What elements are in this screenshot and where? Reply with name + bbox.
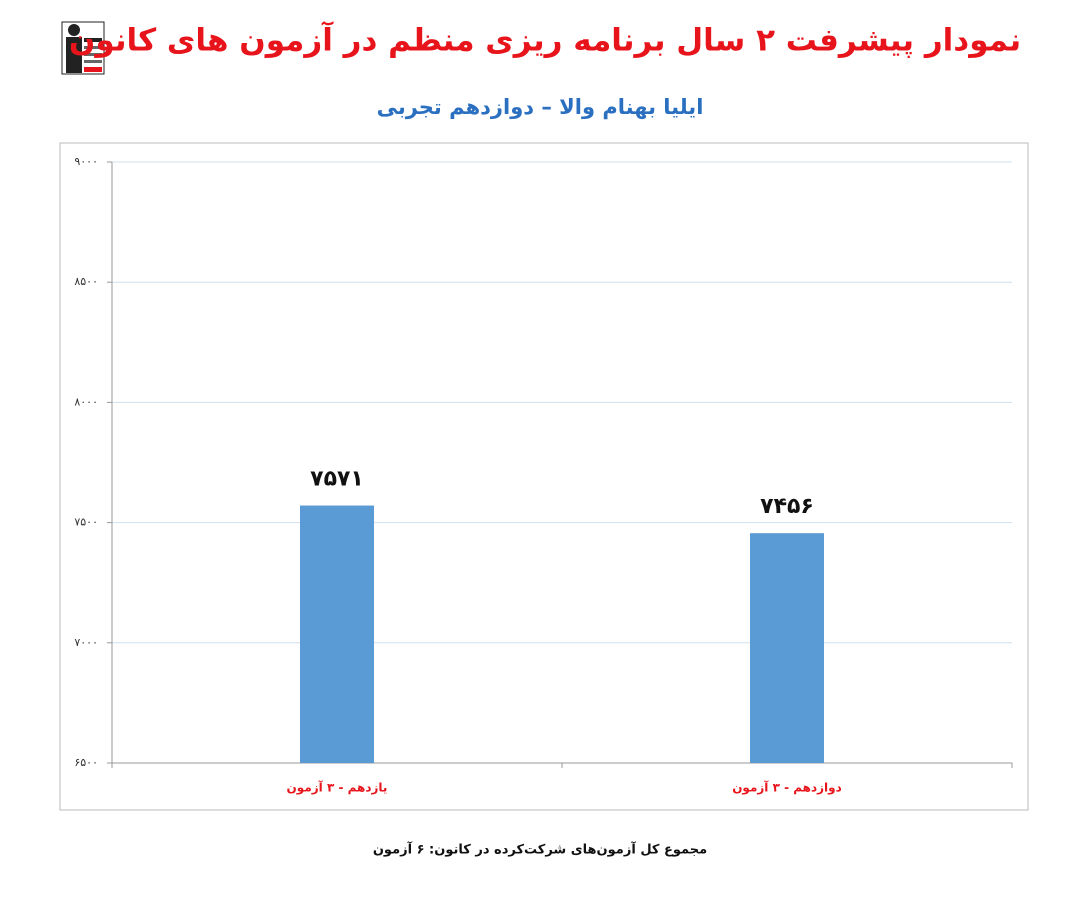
chart-title: نمودار پیشرفت ۲ سال برنامه ریزی منظم در … (69, 21, 1021, 59)
bar (300, 505, 374, 763)
y-tick-label: ۷۵۰۰ (74, 516, 98, 529)
y-tick-label: ۹۰۰۰ (74, 155, 98, 168)
bar (750, 533, 824, 763)
logo (61, 21, 105, 75)
y-tick-label: ۸۵۰۰ (74, 275, 98, 288)
chart-subtitle: ایلیا بهنام والا – دوازدهم تجربی (377, 95, 704, 119)
plot-frame (59, 142, 1029, 811)
x-tick-label: یازدهم - ۳ آزمون (287, 780, 388, 796)
value-label: ۷۵۷۱ (310, 467, 364, 492)
footnote: مجموع کل آزمون‌های شرکت‌کرده در کانون: ۶… (373, 841, 707, 858)
y-tick-label: ۸۰۰۰ (74, 395, 98, 408)
y-tick-label: ۷۰۰۰ (74, 636, 98, 649)
y-tick-label: ۶۵۰۰ (74, 756, 98, 769)
x-tick-label: دوازدهم - ۳ آزمون (732, 780, 842, 796)
value-label: ۷۴۵۶ (760, 494, 814, 519)
